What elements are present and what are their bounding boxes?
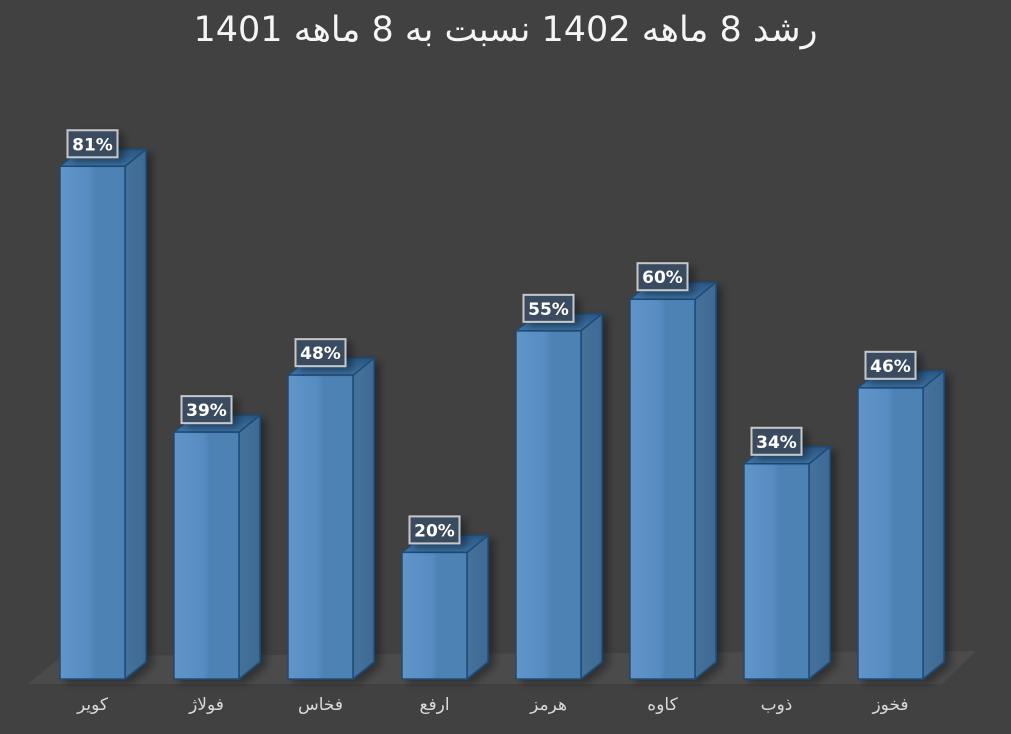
data-label-box <box>294 338 347 368</box>
bar-front-face <box>173 431 240 680</box>
bar-side-face <box>124 148 147 680</box>
category-axis-label: فخوز <box>871 695 908 715</box>
bar-side-face <box>922 370 945 680</box>
data-label-box <box>522 293 575 323</box>
bar-column <box>515 313 603 680</box>
data-label: 20% <box>408 515 461 545</box>
data-label: 34% <box>750 426 803 456</box>
bar-front-face <box>59 165 126 680</box>
bar-front-face <box>401 551 468 680</box>
bar-column <box>743 446 831 680</box>
category-axis-label: کویر <box>76 695 109 715</box>
bar-column <box>287 357 375 680</box>
bar-front-face <box>629 298 696 680</box>
data-label-box <box>750 426 803 456</box>
data-label: 39% <box>180 395 233 425</box>
data-label: 60% <box>636 262 689 292</box>
data-label-box <box>864 350 917 380</box>
bar-front-face <box>743 463 810 680</box>
category-axis-label: ارفع <box>419 695 449 715</box>
data-label-value: 55% <box>528 300 569 320</box>
data-label-value: 60% <box>642 268 683 288</box>
category-axis-label: هرمز <box>529 695 567 715</box>
category-axis-label: فخاس <box>298 695 343 715</box>
bar-column <box>401 534 489 680</box>
data-label: 46% <box>864 350 917 380</box>
chart-title: رشد 8 ماهه 1402 نسبت به 8 ماهه 1401 <box>193 10 818 50</box>
chart-floor <box>28 651 976 684</box>
data-label-value: 48% <box>300 344 341 364</box>
data-label-value: 34% <box>756 433 797 453</box>
data-label-box <box>180 395 233 425</box>
bar-side-face <box>694 281 717 680</box>
bar-side-face <box>238 414 261 680</box>
data-label: 81% <box>66 129 119 159</box>
category-axis-label: ذوب <box>761 695 793 715</box>
bar-column <box>629 281 717 680</box>
bar-side-face <box>352 357 375 680</box>
data-label-value: 81% <box>72 135 113 155</box>
data-label-value: 39% <box>186 401 227 421</box>
bar-front-face <box>287 374 354 680</box>
bar-front-face <box>515 330 582 680</box>
bar-front-face <box>857 387 924 680</box>
bar-column <box>59 148 147 680</box>
bar-side-face <box>580 313 603 680</box>
data-label: 48% <box>294 338 347 368</box>
data-label-value: 46% <box>870 357 911 377</box>
data-label-box <box>66 129 119 159</box>
bar-side-face <box>466 534 489 680</box>
category-axis-label: کاوه <box>647 695 678 715</box>
bar-column <box>857 370 945 680</box>
bar-column <box>173 414 261 680</box>
data-label-box <box>636 262 689 292</box>
category-axis-label: فولاژ <box>188 695 224 715</box>
data-label: 55% <box>522 293 575 323</box>
bar-side-face <box>808 446 831 680</box>
data-label-value: 20% <box>414 521 455 541</box>
data-label-box <box>408 515 461 545</box>
